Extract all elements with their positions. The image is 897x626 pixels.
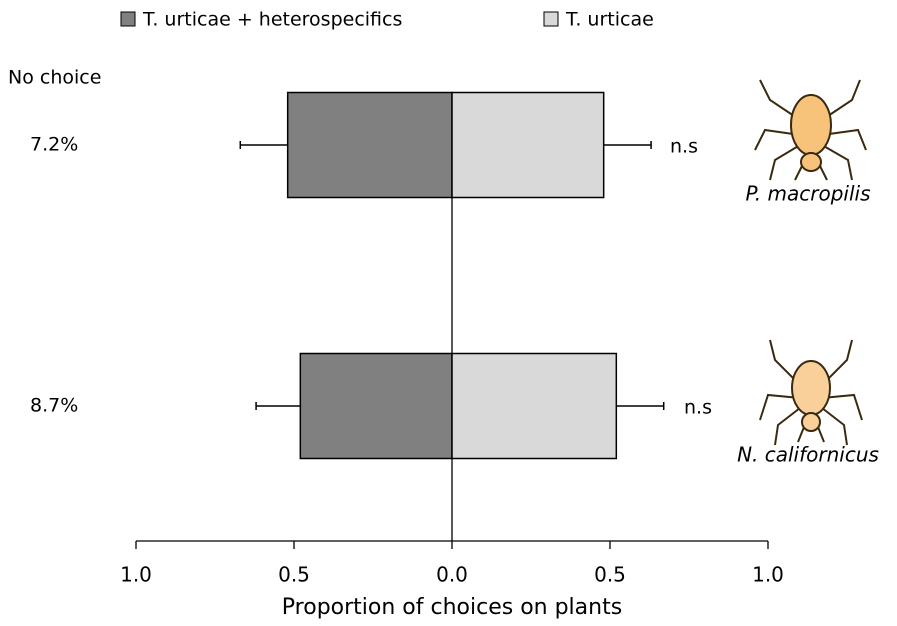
- bar: [299, 352, 453, 460]
- legend-swatch: [543, 11, 559, 27]
- legend-label: T. urticae + heterospecifics: [142, 9, 402, 31]
- category-label: N. californicus: [737, 443, 879, 467]
- no-choice-value: 7.2%: [30, 134, 78, 156]
- x-tick-label: 1.0: [752, 563, 784, 587]
- spider-icon: [754, 79, 867, 181]
- bar: [451, 352, 618, 460]
- legend-label: T. urticae: [565, 9, 654, 31]
- significance-label: n.s: [670, 136, 698, 158]
- legend-swatch: [120, 11, 136, 27]
- x-tick-label: 0.5: [594, 563, 626, 587]
- x-axis-label: Proportion of choices on plants: [282, 595, 622, 620]
- x-tick-label: 0.5: [278, 563, 310, 587]
- x-tick-label: 0.0: [436, 563, 468, 587]
- x-tick-label: 1.0: [120, 563, 152, 587]
- bar: [286, 91, 453, 199]
- bar: [451, 91, 605, 199]
- category-label: P. macropilis: [746, 182, 871, 206]
- spider-icon: [759, 339, 863, 446]
- significance-label: n.s: [684, 397, 712, 419]
- no-choice-value: 8.7%: [30, 395, 78, 417]
- no-choice-label: No choice: [8, 67, 101, 89]
